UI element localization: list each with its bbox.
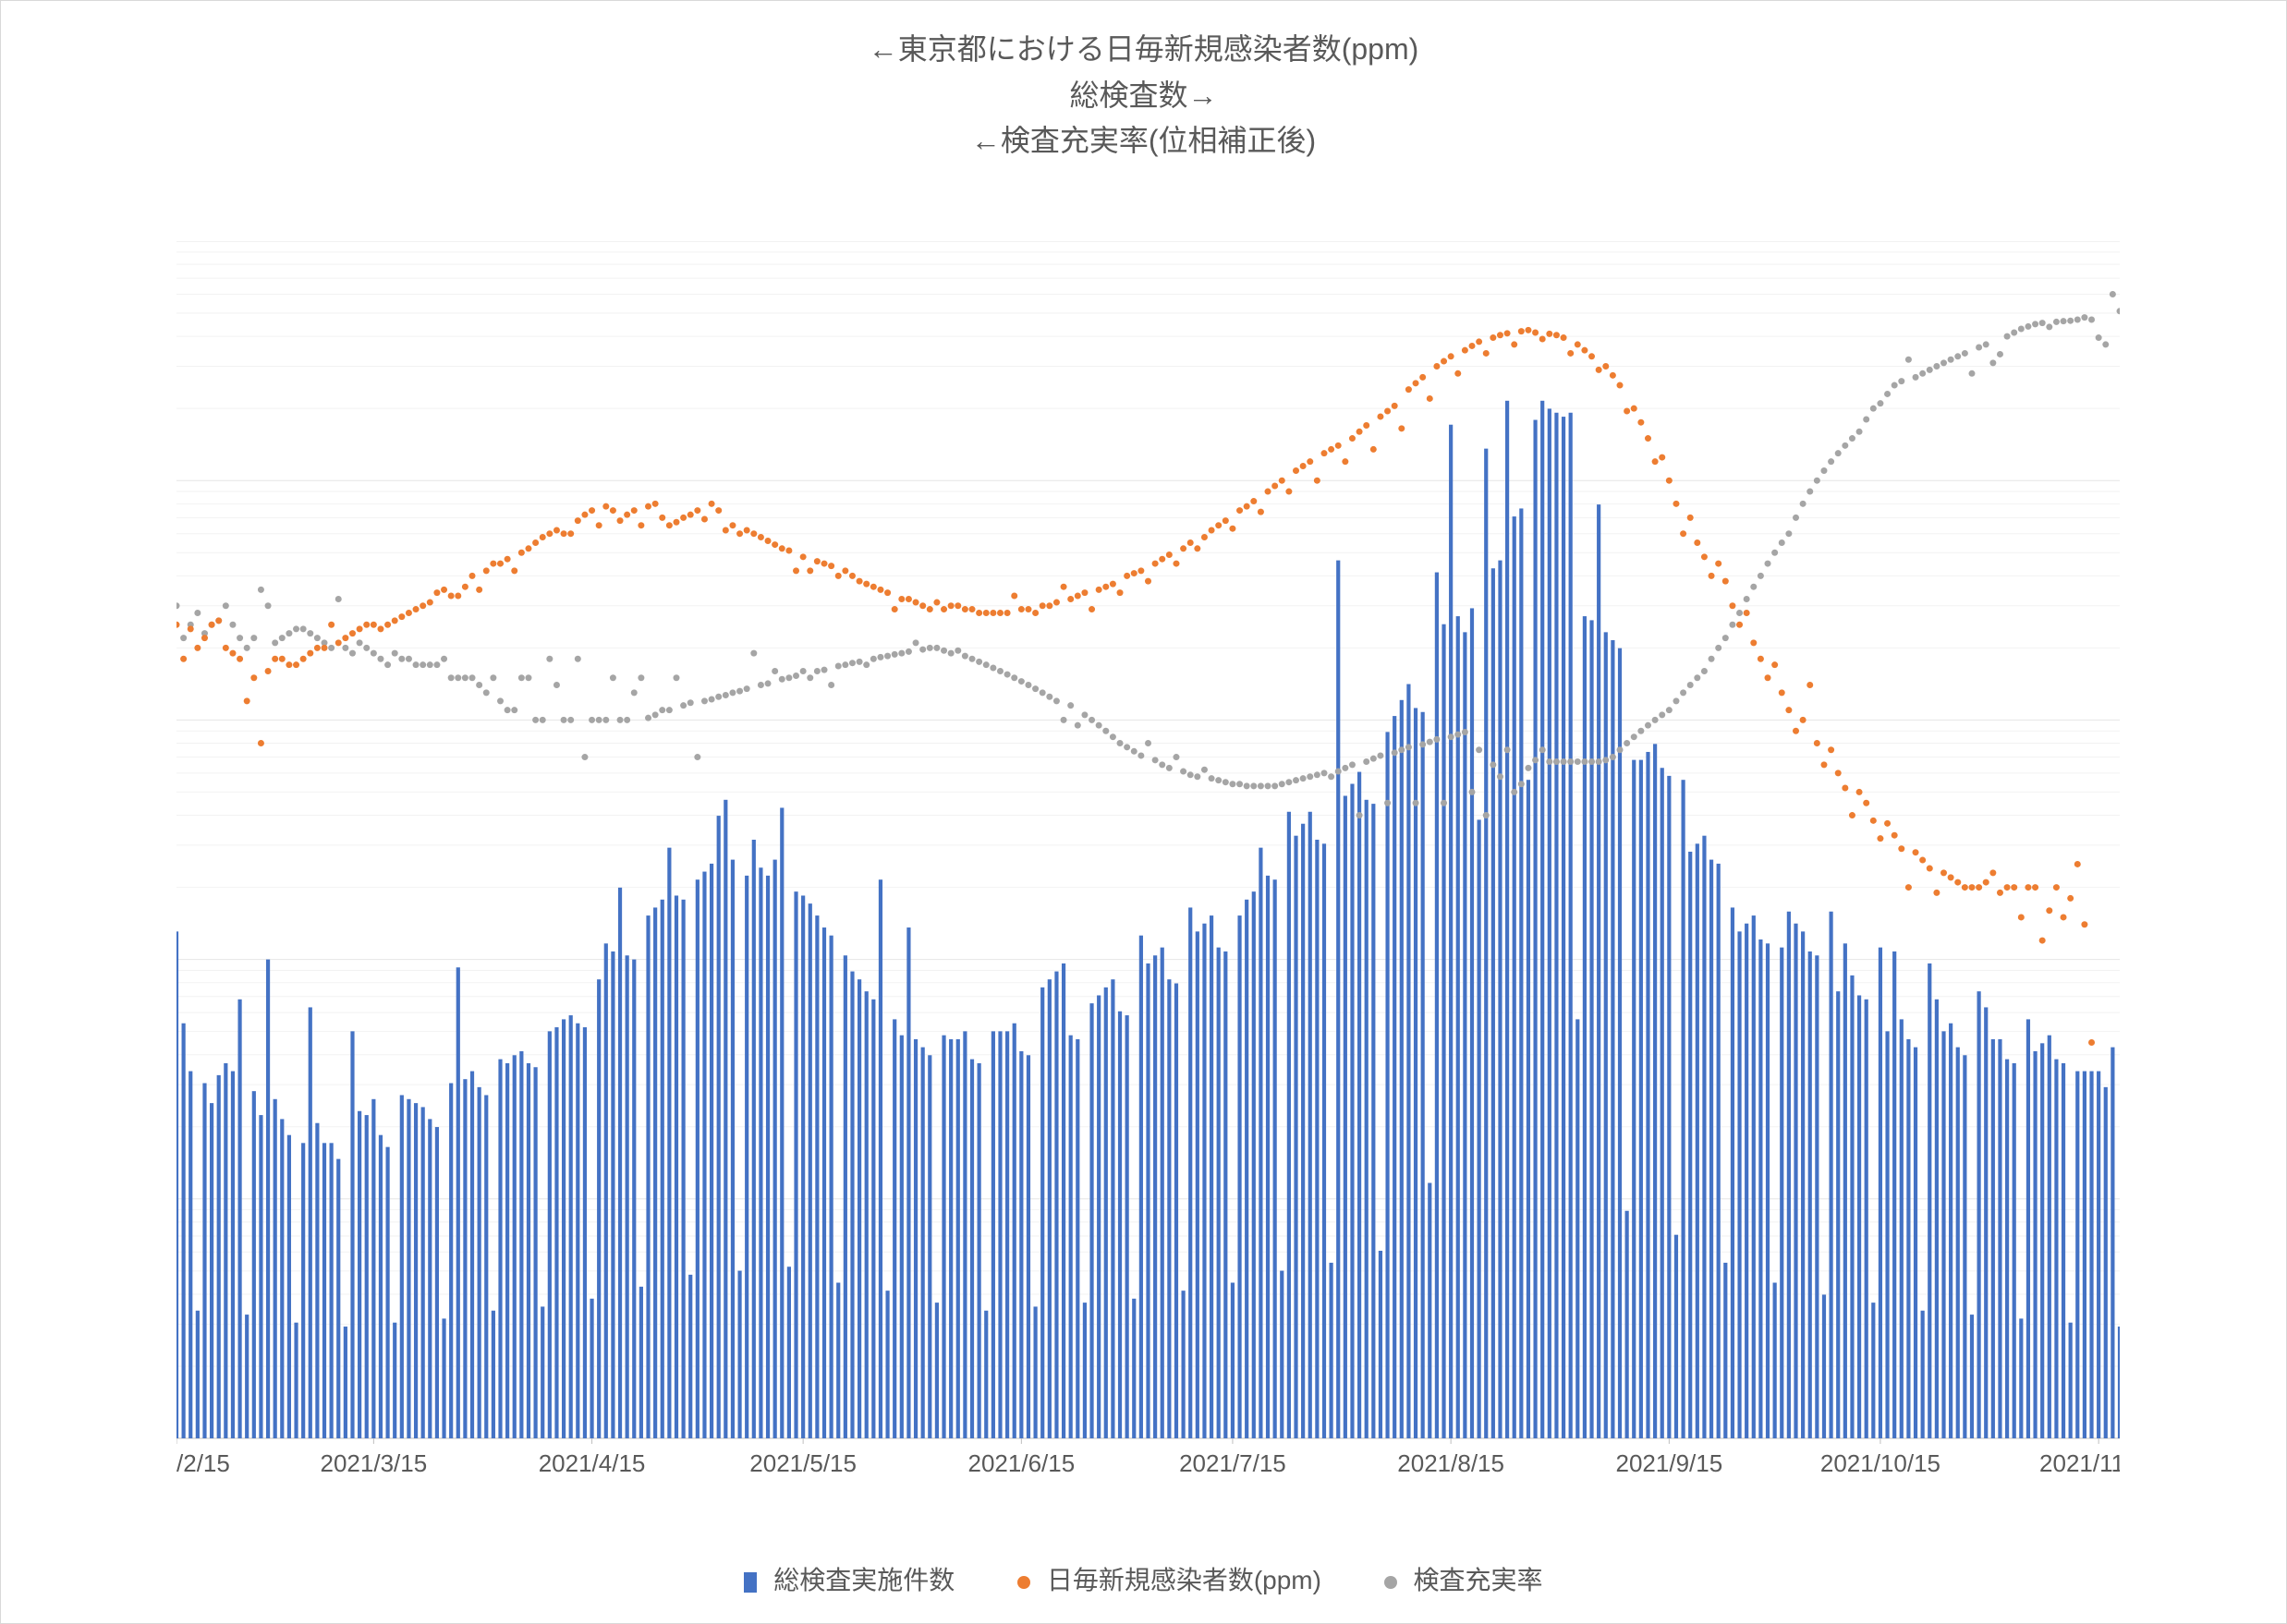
svg-text:2021/4/15: 2021/4/15 — [539, 1449, 646, 1477]
legend-swatch-rate — [1384, 1576, 1397, 1589]
plot-svg: 0.010.101.0010.00100.001,000.0005,00010,… — [176, 241, 2120, 1485]
svg-text:2021/6/15: 2021/6/15 — [968, 1449, 1076, 1477]
svg-text:2021/8/15: 2021/8/15 — [1397, 1449, 1504, 1477]
svg-text:2021/11/15: 2021/11/15 — [2039, 1449, 2120, 1477]
svg-text:2021/7/15: 2021/7/15 — [1179, 1449, 1286, 1477]
title-line-2: 総検査数→ — [1, 73, 2286, 119]
legend-label-rate: 検査充実率 — [1414, 1566, 1543, 1594]
chart-container: ←東京都における日毎新規感染者数(ppm) 総検査数→ ←検査充実率(位相補正後… — [0, 0, 2287, 1624]
chart-titles: ←東京都における日毎新規感染者数(ppm) 総検査数→ ←検査充実率(位相補正後… — [1, 1, 2286, 164]
legend-swatch-ppm — [1017, 1576, 1030, 1589]
legend-swatch-bar — [744, 1572, 757, 1593]
svg-text:2021/10/15: 2021/10/15 — [1820, 1449, 1940, 1477]
plot-area: 0.010.101.0010.00100.001,000.0005,00010,… — [176, 241, 2120, 1485]
legend-label-bars: 総検査実施件数 — [773, 1566, 955, 1594]
legend-item-rate: 検査充実率 — [1384, 1566, 1543, 1594]
legend-item-bars: 総検査実施件数 — [744, 1566, 962, 1594]
legend: 総検査実施件数 日毎新規感染者数(ppm) 検査充実率 — [1, 1560, 2286, 1597]
svg-text:2021/5/15: 2021/5/15 — [749, 1449, 857, 1477]
legend-item-ppm: 日毎新規感染者数(ppm) — [1017, 1566, 1329, 1594]
svg-text:2021/2/15: 2021/2/15 — [176, 1449, 230, 1477]
title-line-1: ←東京都における日毎新規感染者数(ppm) — [1, 27, 2286, 73]
svg-text:2021/9/15: 2021/9/15 — [1616, 1449, 1723, 1477]
legend-label-ppm: 日毎新規感染者数(ppm) — [1047, 1566, 1321, 1594]
title-line-3: ←検査充実率(位相補正後) — [1, 118, 2286, 164]
svg-text:2021/3/15: 2021/3/15 — [321, 1449, 428, 1477]
